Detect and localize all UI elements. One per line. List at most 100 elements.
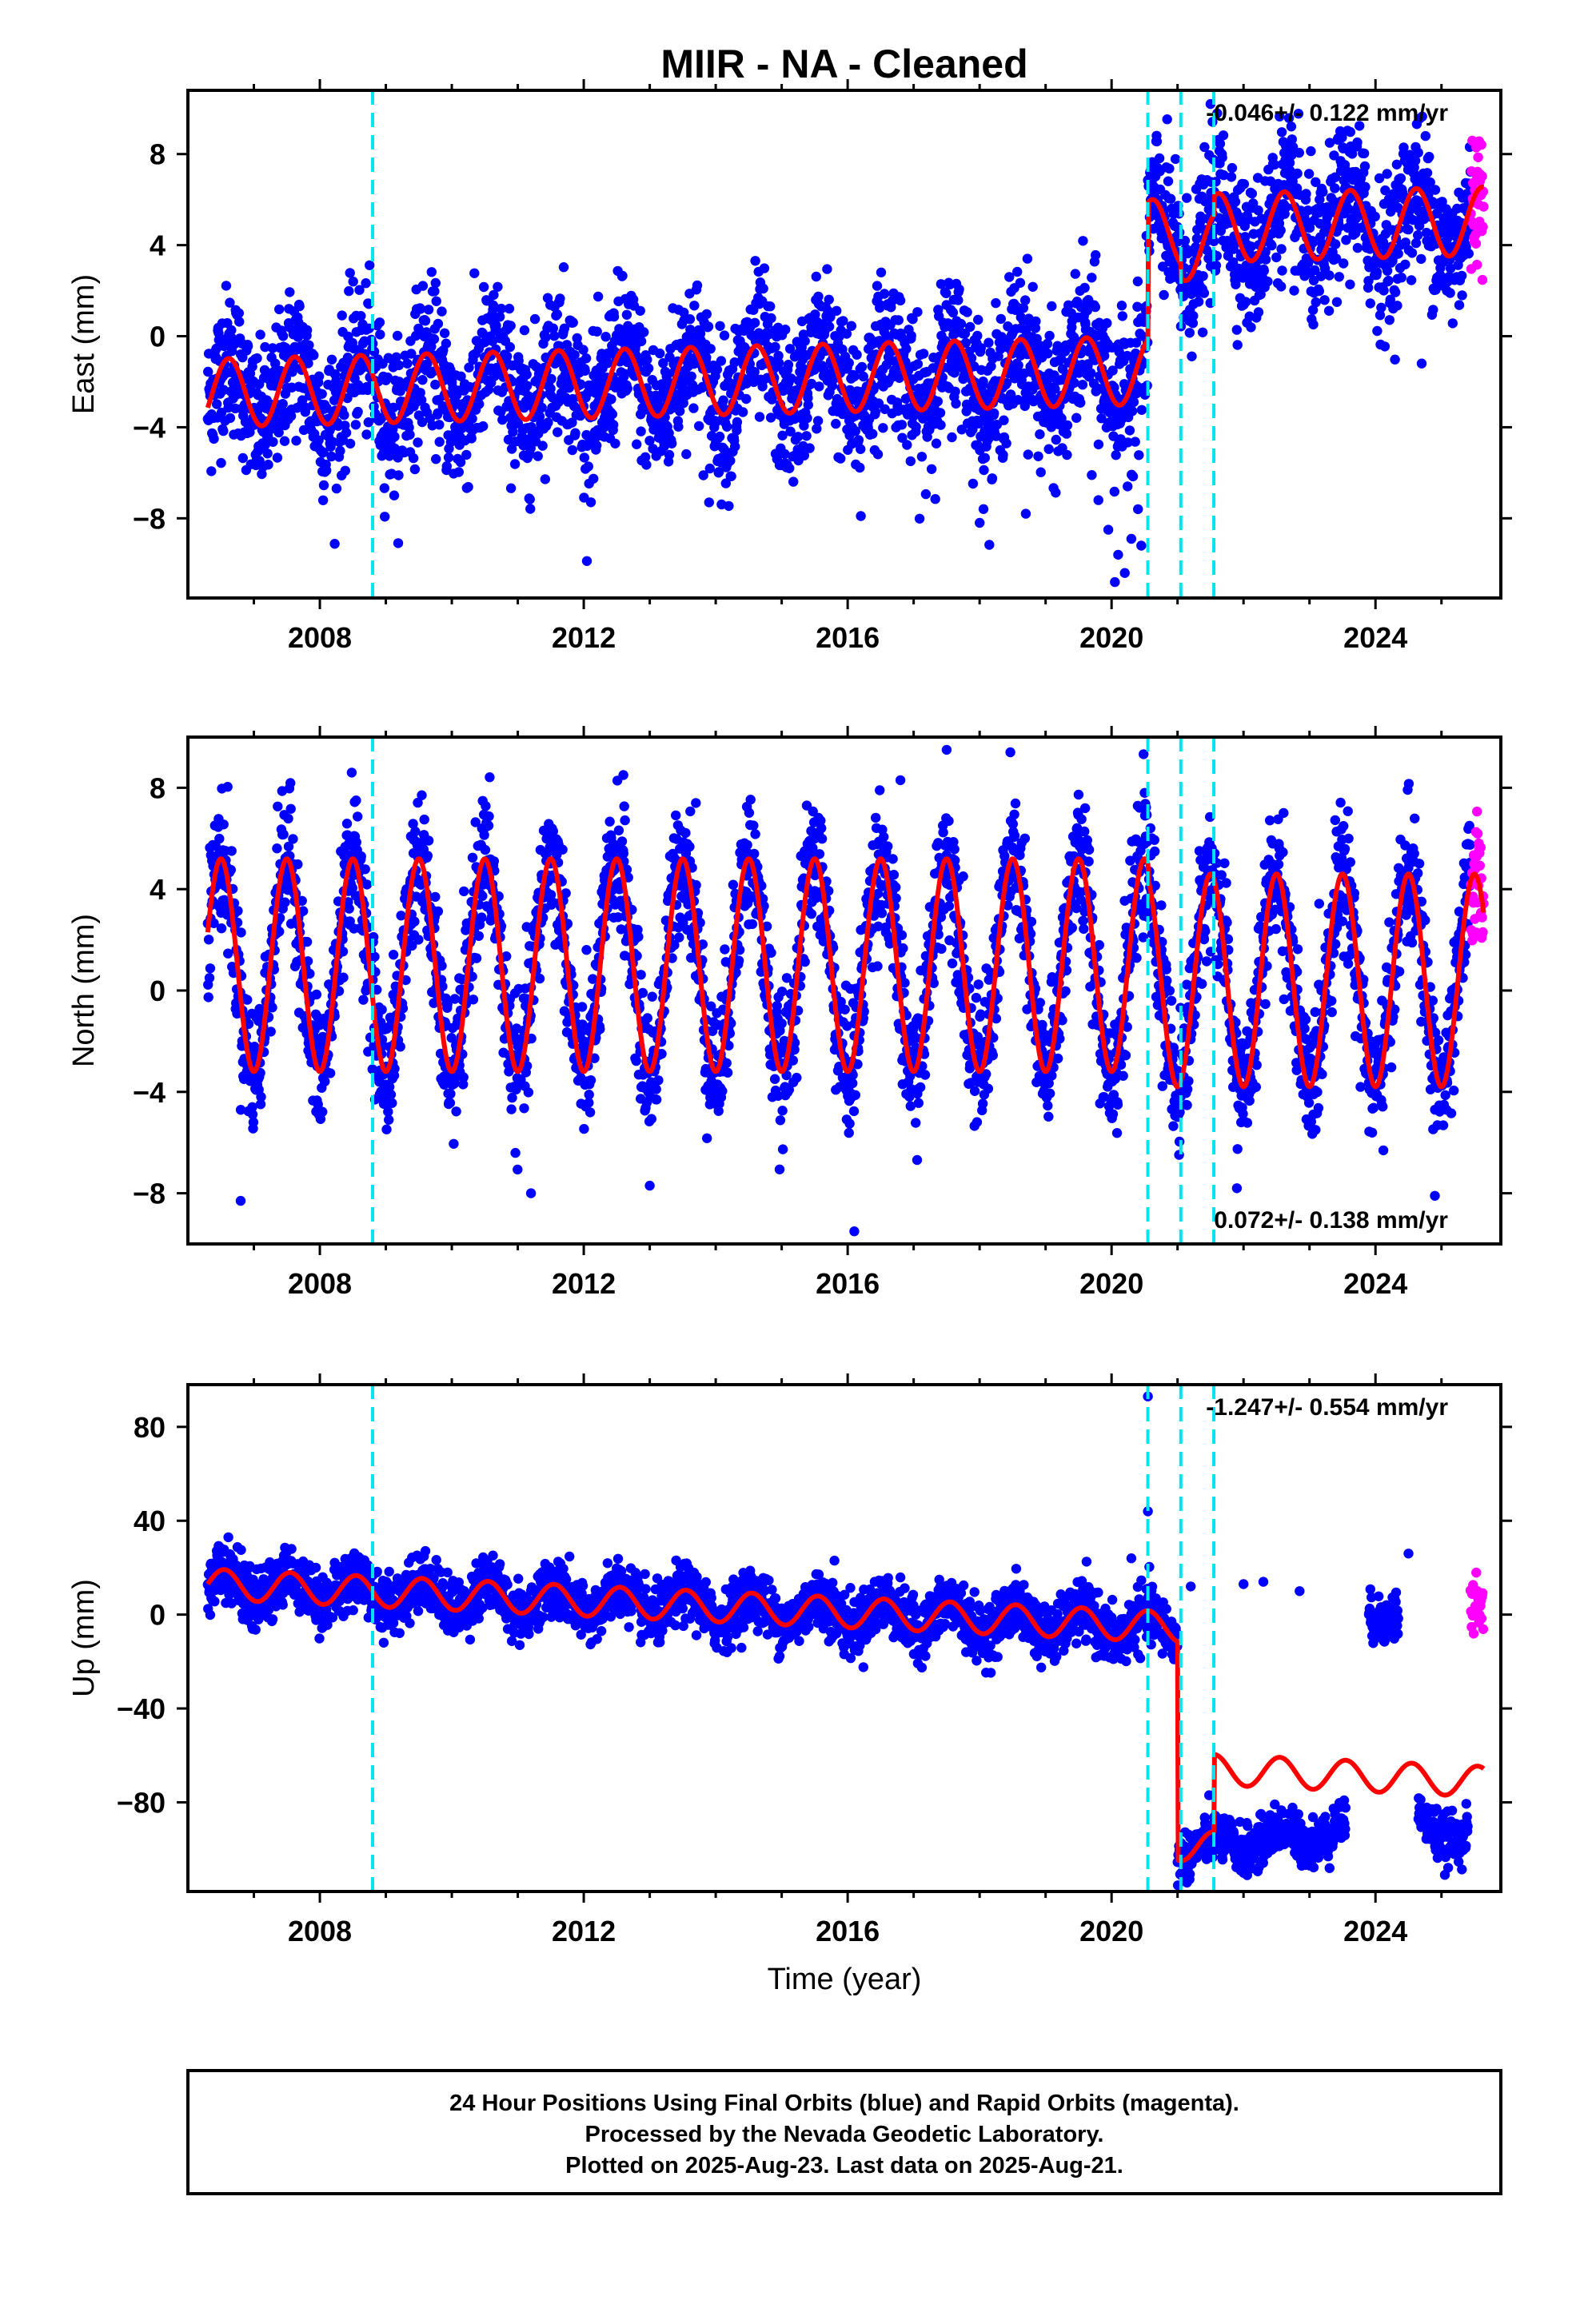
data-point <box>722 422 732 432</box>
data-point <box>449 1139 458 1149</box>
data-point <box>1023 449 1033 459</box>
data-point <box>1120 568 1130 578</box>
data-point <box>1394 249 1403 258</box>
data-point <box>978 377 988 386</box>
data-point <box>647 1114 656 1123</box>
data-point <box>1311 297 1321 307</box>
data-point <box>1372 267 1382 277</box>
data-point <box>1086 369 1095 378</box>
data-point <box>345 903 354 913</box>
data-point <box>1295 148 1304 157</box>
data-point <box>1477 140 1486 149</box>
data-point <box>341 428 351 437</box>
data-point <box>979 504 988 514</box>
data-point <box>510 459 520 468</box>
data-point <box>506 321 516 330</box>
data-point <box>1071 269 1080 278</box>
data-point <box>1276 244 1286 253</box>
data-point <box>642 355 652 365</box>
data-point <box>524 1087 533 1097</box>
data-point <box>1188 311 1198 321</box>
data-point <box>1380 341 1390 351</box>
data-point <box>1047 301 1056 311</box>
data-point <box>681 449 691 459</box>
data-point <box>1185 328 1195 337</box>
data-point <box>604 816 614 826</box>
data-point <box>543 417 553 427</box>
data-point <box>1382 169 1392 178</box>
data-point <box>1192 233 1202 243</box>
data-point <box>1246 322 1255 332</box>
data-point <box>1103 524 1113 534</box>
east-axis-label: East (mm) <box>67 274 101 414</box>
data-point <box>980 453 990 463</box>
data-point <box>1129 397 1139 407</box>
data-point <box>255 329 265 339</box>
data-point <box>1353 243 1363 253</box>
data-point <box>380 483 389 492</box>
data-point <box>1023 253 1032 263</box>
data-point <box>770 342 780 352</box>
data-point <box>1174 209 1183 218</box>
data-point <box>814 381 824 391</box>
data-point <box>555 293 565 303</box>
data-point <box>1069 378 1079 388</box>
data-point <box>673 422 683 432</box>
data-point <box>1163 114 1172 124</box>
data-point <box>342 819 352 828</box>
east-rate-label: -0.046+/- 0.122 mm/yr <box>1206 100 1448 126</box>
data-point <box>481 801 490 811</box>
data-point <box>520 325 529 335</box>
data-point <box>393 331 402 341</box>
data-point <box>484 811 493 821</box>
data-point <box>1261 254 1271 264</box>
data-point <box>873 449 883 459</box>
data-point <box>998 450 1007 460</box>
data-point <box>353 811 362 821</box>
data-point <box>586 497 596 507</box>
data-point <box>1477 171 1486 181</box>
data-point <box>1118 311 1127 321</box>
data-point <box>204 992 213 1002</box>
data-point <box>1013 361 1023 370</box>
data-point <box>906 456 916 466</box>
data-point <box>351 795 361 805</box>
data-point <box>1117 301 1127 310</box>
data-point <box>225 413 235 423</box>
data-point <box>632 440 641 449</box>
data-point <box>801 431 811 440</box>
data-point <box>519 1103 529 1113</box>
data-point <box>758 284 768 293</box>
data-point <box>431 454 441 464</box>
data-point <box>644 364 653 373</box>
data-point <box>936 420 945 429</box>
data-point <box>1051 435 1061 444</box>
data-point <box>1131 436 1140 446</box>
data-point <box>1360 161 1370 171</box>
data-point <box>1001 438 1011 448</box>
data-point <box>238 453 248 463</box>
data-point <box>577 1002 587 1011</box>
data-point <box>689 301 699 310</box>
data-point <box>1171 154 1180 164</box>
data-point <box>294 301 304 311</box>
data-point <box>389 432 399 441</box>
data-point <box>429 286 439 296</box>
data-point <box>537 440 547 450</box>
data-point <box>1339 258 1348 268</box>
data-point <box>1110 577 1119 587</box>
data-point <box>325 1068 335 1078</box>
data-point <box>1219 130 1228 140</box>
data-point <box>581 366 590 376</box>
data-point <box>1352 138 1362 147</box>
data-point <box>1113 550 1123 560</box>
data-point <box>1366 298 1375 308</box>
data-point <box>871 407 880 417</box>
data-point <box>386 1090 396 1099</box>
data-point <box>720 330 729 340</box>
data-point <box>394 361 404 370</box>
data-point <box>410 464 420 474</box>
data-point <box>868 429 877 439</box>
data-point <box>409 453 418 463</box>
data-point <box>578 345 588 354</box>
